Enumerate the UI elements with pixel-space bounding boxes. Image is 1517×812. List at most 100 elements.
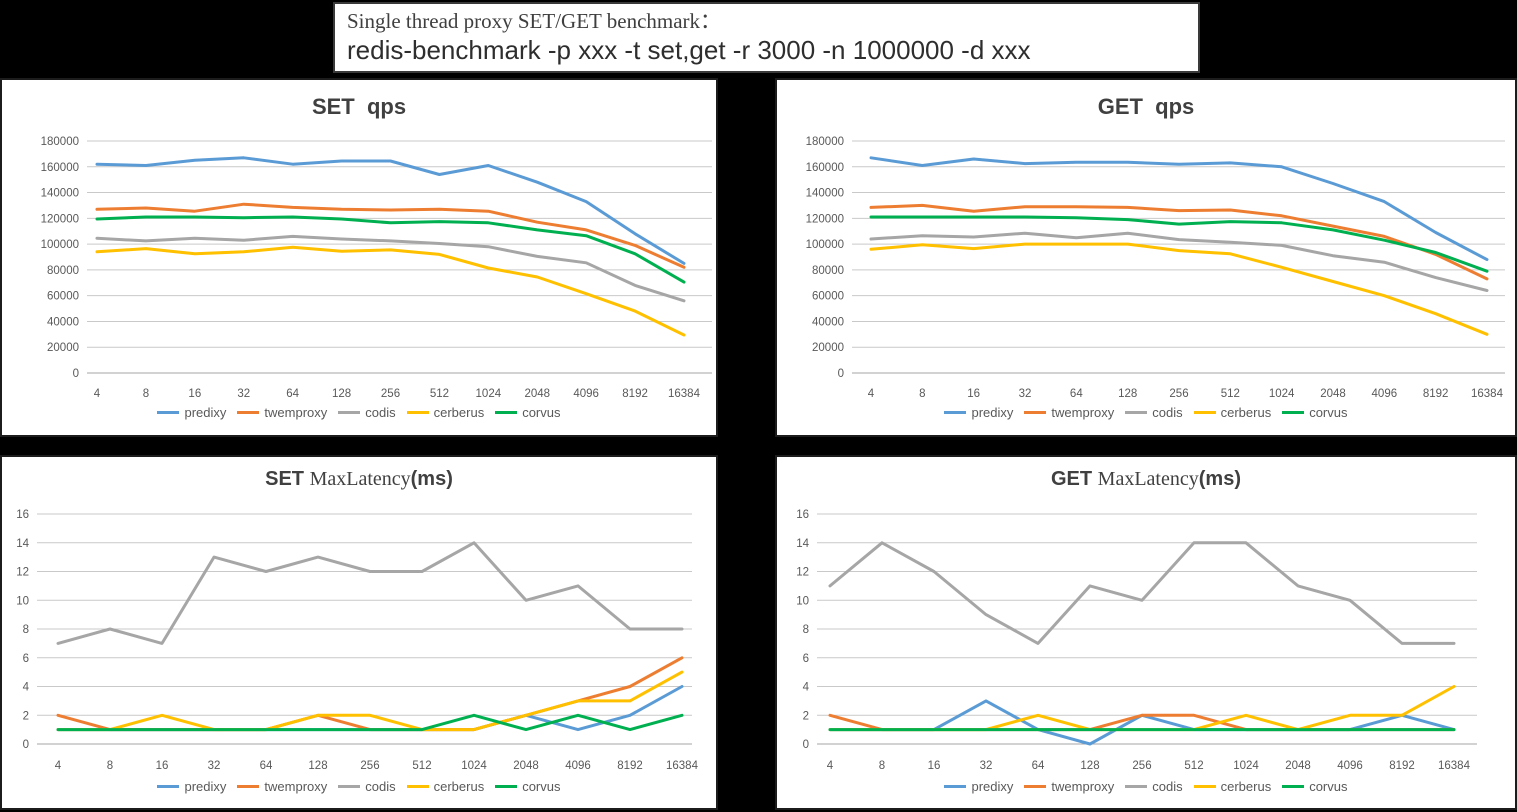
x-axis-tick-label: 4 [868, 388, 875, 400]
x-axis-tick-label: 16384 [668, 388, 701, 400]
legend-marker-predixy [944, 785, 967, 788]
x-axis-tick-label: 8192 [1389, 760, 1415, 772]
legend-marker-corvus [1282, 411, 1305, 414]
legend-marker-corvus [495, 411, 518, 414]
legend-item-corvus: corvus [1282, 405, 1348, 420]
legend-marker-codis [338, 785, 361, 788]
series-line-predixy [869, 156, 1489, 262]
legend-label-twemproxy: twemproxy [1051, 779, 1115, 794]
legend-item-twemproxy: twemproxy [237, 779, 327, 794]
y-axis-tick-label: 12 [796, 567, 809, 579]
y-axis-tick-label: 0 [23, 739, 29, 751]
chart-title-text: MaxLatency [309, 468, 411, 490]
chart-canvas-get-qps: 180000 160000 140000 120000 100000 80000 60000… [806, 136, 1505, 400]
x-axis-tick-label: 32 [237, 388, 250, 400]
y-axis-tick-label: 16 [16, 509, 29, 521]
y-axis-tick-label: 140000 [806, 188, 844, 200]
x-axis-tick-label: 4 [94, 388, 101, 400]
legend-label-cerberus: cerberus [1220, 779, 1272, 794]
legend-label-twemproxy: twemproxy [264, 779, 328, 794]
y-axis-tick-label: 180000 [806, 136, 844, 148]
chart-title-get-qps: GET qps [777, 94, 1515, 120]
legend-label-cerberus: cerberus [433, 405, 485, 420]
x-axis-tick-label: 64 [286, 388, 299, 400]
legend-item-codis: codis [1125, 779, 1183, 794]
legend-item-predixy: predixy [157, 405, 226, 420]
legend-set-qps: predixy twemproxy codis cerberus corvus [2, 405, 716, 420]
y-axis-tick-label: 60000 [812, 291, 844, 303]
y-axis-tick-label: 6 [803, 653, 809, 665]
series-line-codis [828, 541, 1456, 645]
chart-panel-set-qps: 180000 160000 140000 120000 100000 80000 60000… [0, 78, 718, 437]
legend-marker-twemproxy [237, 411, 260, 414]
x-axis-tick-label: 16384 [666, 760, 699, 772]
series-line-twemproxy [95, 202, 686, 269]
y-axis-tick-label: 140000 [41, 188, 79, 200]
x-axis-tick-label: 32 [1019, 388, 1032, 400]
legend-marker-twemproxy [237, 785, 260, 788]
y-axis-tick-label: 14 [796, 538, 809, 550]
x-axis-tick-label: 2048 [1320, 388, 1346, 400]
x-axis-tick-label: 64 [1070, 388, 1083, 400]
x-axis-tick-label: 2048 [524, 388, 550, 400]
benchmark-header-box: Single thread proxy SET/GET benchmark： r… [333, 2, 1200, 73]
y-axis-tick-label: 8 [803, 624, 809, 636]
legend-item-codis: codis [1125, 405, 1183, 420]
x-axis-tick-label: 512 [1221, 388, 1240, 400]
series-line-cerberus [56, 670, 684, 732]
series-line-codis [56, 541, 684, 645]
x-axis-tick-label: 4096 [1337, 760, 1363, 772]
legend-label-corvus: corvus [522, 405, 561, 420]
x-axis-tick-label: 32 [980, 760, 993, 772]
x-axis-tick-label: 4 [827, 760, 834, 772]
legend-item-corvus: corvus [495, 405, 561, 420]
legend-label-codis: codis [1152, 405, 1183, 420]
legend-label-predixy: predixy [971, 779, 1014, 794]
y-axis-tick-label: 40000 [47, 316, 79, 328]
x-axis-tick-label: 1024 [1233, 760, 1259, 772]
chart-title-text: GET qps [1097, 94, 1195, 119]
x-axis-tick-label: 32 [208, 760, 221, 772]
legend-marker-codis [1125, 411, 1148, 414]
x-axis-tick-label: 256 [1132, 760, 1151, 772]
y-axis-tick-label: 60000 [47, 291, 79, 303]
x-axis-tick-label: 2048 [513, 760, 539, 772]
x-axis-tick-label: 16384 [1471, 388, 1504, 400]
x-axis-tick-label: 2048 [1285, 760, 1311, 772]
y-axis-tick-label: 120000 [806, 213, 844, 225]
chart-title-text: GET [1051, 468, 1098, 490]
legend-item-cerberus: cerberus [1193, 405, 1271, 420]
legend-item-corvus: corvus [1282, 779, 1348, 794]
legend-get-maxlatency: predixy twemproxy codis cerberus corvus [777, 779, 1515, 794]
x-axis-tick-label: 8192 [617, 760, 643, 772]
legend-get-qps: predixy twemproxy codis cerberus corvus [777, 405, 1515, 420]
series-line-cerberus [828, 685, 1456, 732]
legend-marker-cerberus [1193, 785, 1216, 788]
y-axis-tick-label: 160000 [806, 162, 844, 174]
chart-panel-set-maxlatency: 16 14 12 10 8 6 4 2 0 4 8 16 32 64 128 256 512 1024 2048 40… [0, 455, 718, 810]
chart-title-text: (ms) [410, 468, 453, 490]
x-axis-tick-label: 128 [1118, 388, 1137, 400]
legend-label-codis: codis [1152, 779, 1183, 794]
legend-item-corvus: corvus [495, 779, 561, 794]
legend-label-corvus: corvus [522, 779, 561, 794]
chart-panel-get-qps: 180000 160000 140000 120000 100000 80000 60000… [775, 78, 1517, 437]
legend-label-predixy: predixy [971, 405, 1014, 420]
y-axis-tick-label: 0 [73, 368, 79, 380]
benchmark-title: Single thread proxy SET/GET benchmark： [347, 9, 722, 33]
legend-label-twemproxy: twemproxy [1051, 405, 1115, 420]
x-axis-tick-label: 8192 [1423, 388, 1449, 400]
y-axis-tick-label: 0 [803, 739, 809, 751]
y-axis-tick-label: 4 [803, 682, 810, 694]
x-axis-tick-label: 256 [360, 760, 379, 772]
legend-item-cerberus: cerberus [1193, 779, 1272, 794]
x-axis-tick-label: 128 [332, 388, 351, 400]
x-axis-tick-label: 4096 [565, 760, 591, 772]
series-line-corvus [869, 215, 1489, 273]
x-axis-tick-label: 4 [55, 760, 62, 772]
series-line-cerberus [95, 245, 686, 337]
x-axis-tick-label: 16384 [1438, 760, 1471, 772]
legend-marker-predixy [944, 411, 967, 414]
legend-label-corvus: corvus [1309, 779, 1348, 794]
y-axis-tick-label: 4 [23, 682, 30, 694]
